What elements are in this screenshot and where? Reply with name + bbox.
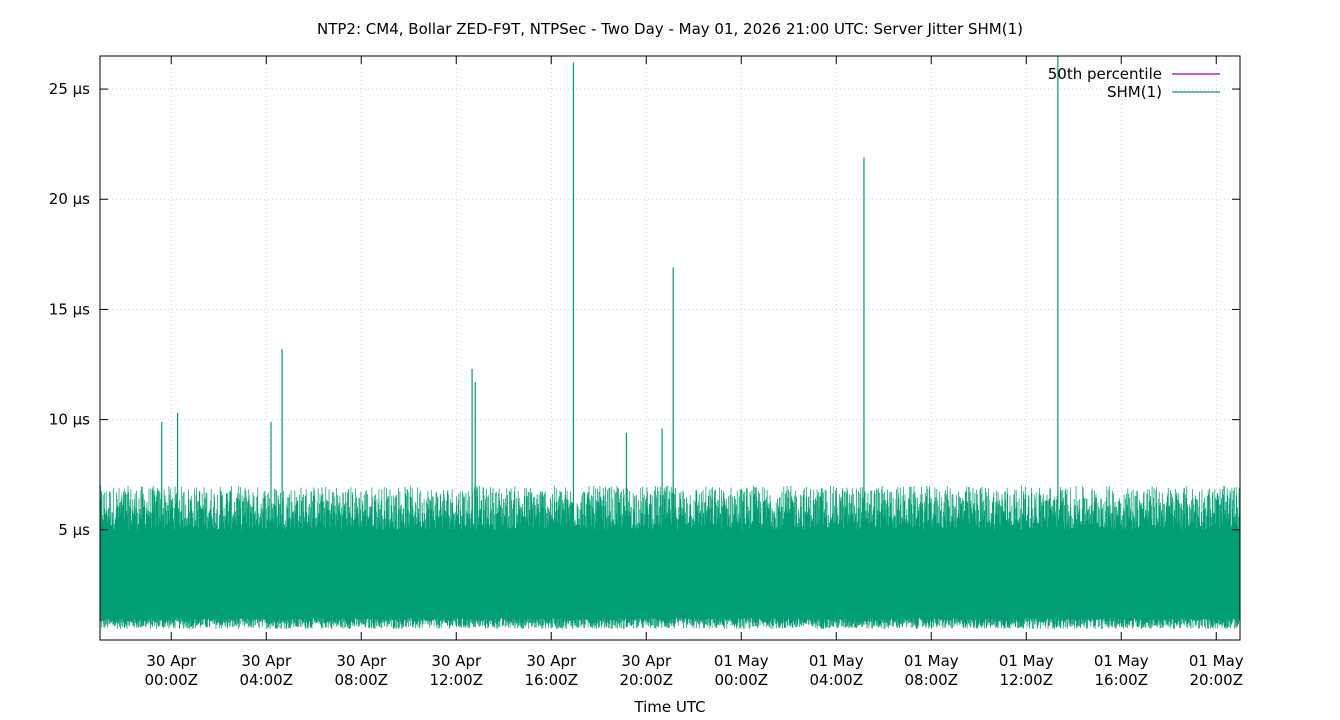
y-axis: 5 µs 10 µs 15 µs 20 µs 25 µs: [49, 80, 1240, 539]
x-tick-label: 30 Apr: [526, 652, 577, 670]
series-band-shm1: [100, 534, 1240, 614]
series-shm1: [99, 56, 1241, 629]
x-tick-label: 30 Apr: [431, 652, 482, 670]
x-tick-label: 20:00Z: [1189, 671, 1243, 689]
chart-title: NTP2: CM4, Bollar ZED-F9T, NTPSec - Two …: [317, 20, 1023, 38]
x-tick-label: 16:00Z: [524, 671, 578, 689]
x-tick-label: 16:00Z: [1094, 671, 1148, 689]
x-tick-label: 12:00Z: [999, 671, 1053, 689]
grid-lines: [100, 56, 1240, 640]
x-tick-label: 00:00Z: [714, 671, 768, 689]
x-tick-label: 04:00Z: [809, 671, 863, 689]
x-tick-label: 20:00Z: [619, 671, 673, 689]
x-tick-label: 01 May: [714, 652, 769, 670]
y-tick-label: 5 µs: [58, 521, 90, 539]
legend-label: 50th percentile: [1048, 65, 1162, 83]
plot-border: [99, 55, 1241, 641]
x-tick-label: 01 May: [809, 652, 864, 670]
x-tick-label: 30 Apr: [336, 652, 387, 670]
x-axis-label: Time UTC: [633, 698, 705, 716]
x-tick-label: 00:00Z: [144, 671, 198, 689]
x-tick-label: 04:00Z: [239, 671, 293, 689]
x-tick-label: 01 May: [1189, 652, 1244, 670]
x-tick-label: 01 May: [904, 652, 959, 670]
x-tick-label: 12:00Z: [429, 671, 483, 689]
x-tick-label: 08:00Z: [334, 671, 388, 689]
legend-label: SHM(1): [1107, 83, 1162, 101]
x-tick-label: 30 Apr: [146, 652, 197, 670]
x-tick-label: 30 Apr: [621, 652, 672, 670]
x-tick-label: 30 Apr: [241, 652, 292, 670]
y-tick-label: 25 µs: [49, 80, 90, 98]
x-tick-label: 01 May: [999, 652, 1054, 670]
y-tick-label: 20 µs: [49, 190, 90, 208]
x-tick-label: 01 May: [1094, 652, 1149, 670]
y-tick-label: 15 µs: [49, 300, 90, 318]
y-tick-label: 10 µs: [49, 411, 90, 429]
x-tick-label: 08:00Z: [904, 671, 958, 689]
